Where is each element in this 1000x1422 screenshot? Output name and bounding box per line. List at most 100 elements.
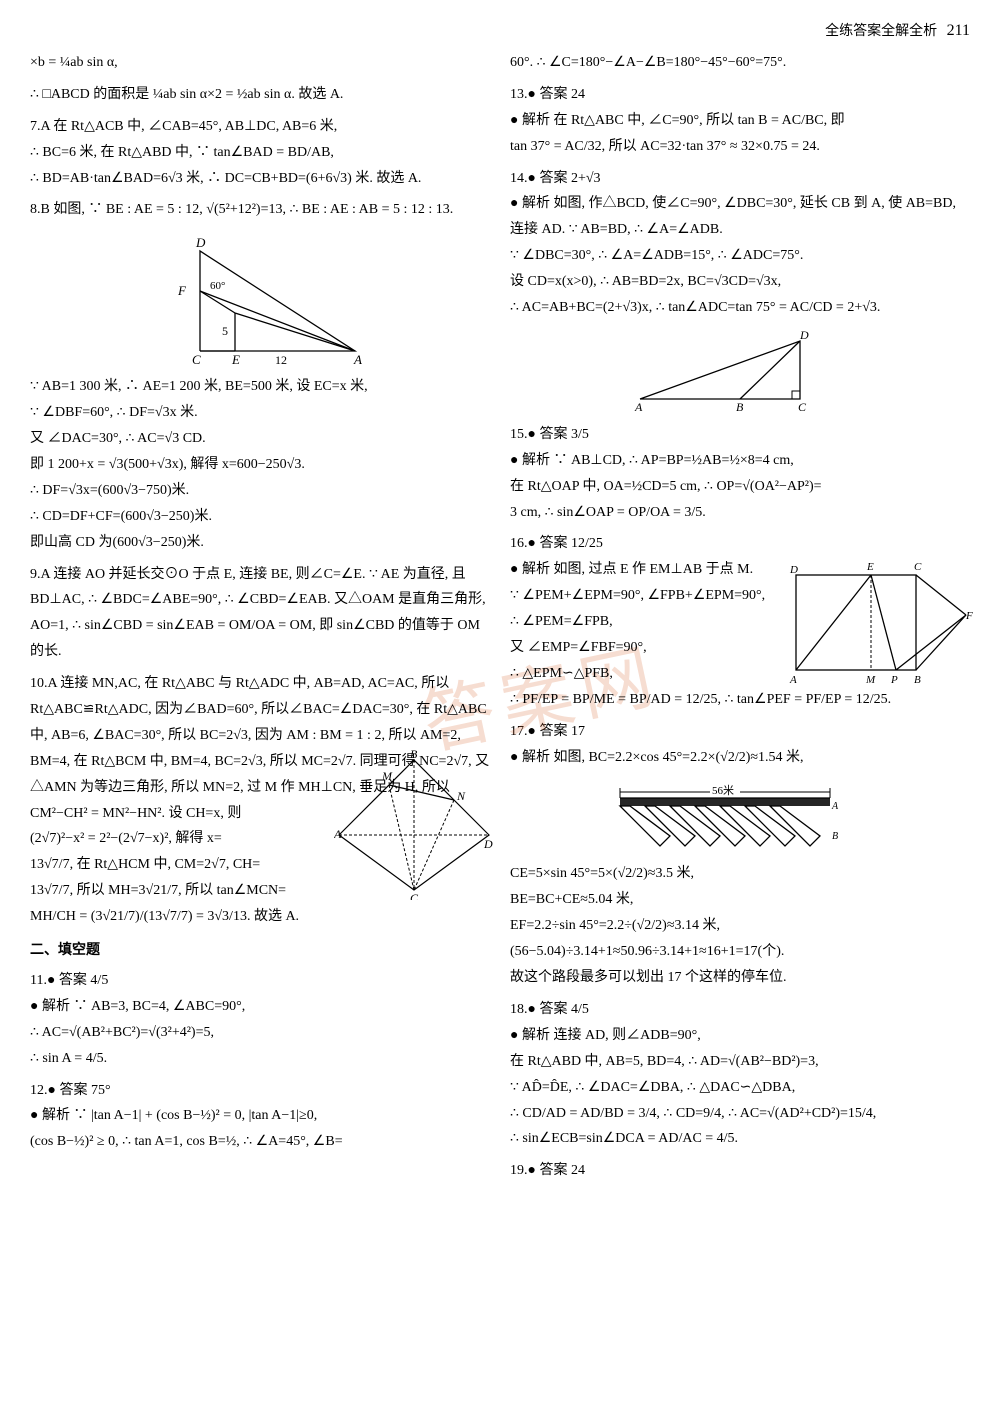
section-fill-blank: 二、填空题 [30, 938, 490, 964]
svg-text:E: E [231, 352, 240, 366]
question-10: 10.A 连接 MN,AC, 在 Rt△ABC 与 Rt△ADC 中, AB=A… [30, 671, 490, 930]
page-number: 211 [947, 22, 970, 39]
svg-text:A: A [334, 827, 342, 841]
svg-text:B: B [410, 750, 418, 761]
text-line: ∴ BC=6 米, 在 Rt△ABD 中, ∵ tan∠BAD = BD/AB, [30, 140, 490, 166]
question-16: 16.● 答案 12/25 ● 解析 如图, 过点 E 作 EM⊥AB 于点 M… [510, 531, 970, 712]
question-18: 18.● 答案 4/5 ● 解析 连接 AD, 则∠ADB=90°, 在 Rt△… [510, 997, 970, 1152]
text-line: 又 ∠DAC=30°, ∴ AC=√3 CD. [30, 426, 490, 452]
diagram-q14: A B C D [630, 329, 830, 414]
question-7: 7.A 在 Rt△ACB 中, ∠CAB=45°, AB⊥DC, AB=6 米,… [30, 114, 490, 192]
svg-text:N: N [456, 789, 466, 803]
answer-line: 19.● 答案 24 [510, 1158, 970, 1184]
text-line: ∴ AC=√(AB²+BC²)=√(3²+4²)=5, [30, 1020, 490, 1046]
question-19: 19.● 答案 24 [510, 1158, 970, 1184]
text-line: 即 1 200+x = √3(500+√3x), 解得 x=600−250√3. [30, 452, 490, 478]
page-header: 全练答案全解全析 211 [30, 20, 970, 40]
svg-text:D: D [483, 837, 493, 851]
text-line: ×b = ¼ab sin α, [30, 50, 490, 76]
text-line: ∴ CD/AD = AD/BD = 3/4, ∴ CD=9/4, ∴ AC=√(… [510, 1101, 970, 1127]
text-line: 故这个路段最多可以划出 17 个这样的停车位. [510, 965, 970, 991]
svg-text:60°: 60° [210, 280, 225, 292]
text-line: CE=5×sin 45°=5×(√2/2)≈3.5 米, [510, 861, 970, 887]
answer-line: 12.● 答案 75° [30, 1078, 490, 1104]
svg-text:12: 12 [275, 353, 287, 366]
text-line: ● 解析 连接 AD, 则∠ADB=90°, [510, 1023, 970, 1049]
svg-text:A: A [634, 400, 643, 414]
question-13: 13.● 答案 24 ● 解析 在 Rt△ABC 中, ∠C=90°, 所以 t… [510, 82, 970, 160]
text-line: 在 Rt△OAP 中, OA=½CD=5 cm, ∴ OP=√(OA²−AP²)… [510, 474, 970, 500]
content-columns: ×b = ¼ab sin α, ∴ □ABCD 的面积是 ¼ab sin α×2… [30, 50, 970, 1190]
svg-text:C: C [192, 352, 201, 366]
text-line: EF=2.2÷sin 45°=2.2÷(√2/2)≈3.14 米, [510, 913, 970, 939]
text-line: ● 解析 ∵ AB=3, BC=4, ∠ABC=90°, [30, 994, 490, 1020]
text-line: 即山高 CD 为(600√3−250)米. [30, 530, 490, 556]
left-column: ×b = ¼ab sin α, ∴ □ABCD 的面积是 ¼ab sin α×2… [30, 50, 490, 1190]
svg-text:F: F [177, 283, 187, 298]
text-line: ● 解析 ∵ AB⊥CD, ∴ AP=BP=½AB=½×8=4 cm, [510, 448, 970, 474]
text-line: ∵ ∠DBC=30°, ∴ ∠A=∠ADB=15°, ∴ ∠ADC=75°. [510, 243, 970, 269]
text-line: tan 37° = AC/32, 所以 AC=32·tan 37° ≈ 32×0… [510, 134, 970, 160]
svg-text:A: A [831, 801, 839, 812]
svg-text:D: D [195, 235, 206, 250]
svg-text:A: A [789, 674, 797, 686]
svg-text:B: B [736, 400, 744, 414]
svg-text:E: E [866, 561, 874, 573]
right-column: 60°. ∴ ∠C=180°−∠A−∠B=180°−45°−60°=75°. 1… [510, 50, 970, 1190]
answer-line: 13.● 答案 24 [510, 82, 970, 108]
diagram-q17: 56米 A B [610, 778, 840, 853]
svg-text:P: P [890, 674, 898, 686]
diagram-q10: M N B A C D [334, 750, 494, 900]
text-line: ∴ DF=√3x=(600√3−750)米. [30, 478, 490, 504]
text-line: ● 解析 在 Rt△ABC 中, ∠C=90°, 所以 tan B = AC/B… [510, 108, 970, 134]
svg-text:D: D [799, 329, 809, 342]
text-line: (56−5.04)÷3.14+1≈50.96÷3.14+1≈16+1=17(个)… [510, 939, 970, 965]
svg-text:56米: 56米 [712, 784, 734, 797]
answer-line: 17.● 答案 17 [510, 719, 970, 745]
text-line: ● 解析 如图, BC=2.2×cos 45°=2.2×(√2/2)≈1.54 … [510, 745, 970, 771]
svg-text:F: F [965, 610, 973, 622]
text-line: (cos B−½)² ≥ 0, ∴ tan A=1, cos B=½, ∴ ∠A… [30, 1129, 490, 1155]
text-line: ∴ □ABCD 的面积是 ¼ab sin α×2 = ½ab sin α. 故选… [30, 82, 490, 108]
header-title: 全练答案全解全析 [825, 24, 937, 39]
text-line: 13√7/7, 所以 MH=3√21/7, 所以 tan∠MCN= [30, 878, 330, 904]
text-line: 设 CD=x(x>0), ∴ AB=BD=2x, BC=√3CD=√3x, [510, 269, 970, 295]
svg-text:B: B [914, 674, 921, 686]
question-8: 8.B 如图, ∵ BE : AE = 5 : 12, √(5²+12²)=13… [30, 197, 490, 555]
svg-text:C: C [410, 891, 419, 900]
text-line: ∴ BD=AB·tan∠BAD=6√3 米, ∴ DC=CB+BD=(6+6√3… [30, 166, 490, 192]
text-line: MH/CH = (3√21/7)/(13√7/7) = 3√3/13. 故选 A… [30, 904, 490, 930]
question-9: 9.A 连接 AO 并延长交⊙O 于点 E, 连接 BE, 则∠C=∠E. ∵ … [30, 562, 490, 666]
question-12: 12.● 答案 75° ● 解析 ∵ |tan A−1| + (cos B−½)… [30, 1078, 490, 1156]
text-line: ∵ AB=1 300 米, ∴ AE=1 200 米, BE=500 米, 设 … [30, 374, 490, 400]
answer-line: 18.● 答案 4/5 [510, 997, 970, 1023]
question-15: 15.● 答案 3/5 ● 解析 ∵ AB⊥CD, ∴ AP=BP=½AB=½×… [510, 422, 970, 526]
svg-text:M: M [865, 674, 876, 686]
diagram-q16: D E C A M P B F [786, 555, 976, 695]
text-line: 13√7/7, 在 Rt△HCM 中, CM=2√7, CH= [30, 852, 330, 878]
text-line: ∵ AD̂=D̂E, ∴ ∠DAC=∠DBA, ∴ △DAC∽△DBA, [510, 1075, 970, 1101]
text-line: ∴ sin∠ECB=sin∠DCA = AD/AC = 4/5. [510, 1126, 970, 1152]
text-line: ∴ △EPM∽△PFB, [510, 661, 770, 687]
text-line: BE=BC+CE≈5.04 米, [510, 887, 970, 913]
svg-text:M: M [381, 769, 393, 783]
text-line: 7.A 在 Rt△ACB 中, ∠CAB=45°, AB⊥DC, AB=6 米, [30, 114, 490, 140]
svg-text:A: A [353, 352, 362, 366]
text-line: ∴ AC=AB+BC=(2+√3)x, ∴ tan∠ADC=tan 75° = … [510, 295, 970, 321]
text-line: 在 Rt△ABD 中, AB=5, BD=4, ∴ AD=√(AB²−BD²)=… [510, 1049, 970, 1075]
answer-line: 16.● 答案 12/25 [510, 531, 970, 557]
text-line: ● 解析 如图, 过点 E 作 EM⊥AB 于点 M. [510, 557, 770, 583]
text-line: ∴ CD=DF+CF=(600√3−250)米. [30, 504, 490, 530]
svg-text:C: C [798, 400, 807, 414]
text-line: 又 ∠EMP=∠FBF=90°, [510, 635, 770, 661]
text-line: ∵ ∠DBF=60°, ∴ DF=√3x 米. [30, 400, 490, 426]
text-line: ● 解析 ∵ |tan A−1| + (cos B−½)² = 0, |tan … [30, 1103, 490, 1129]
text-line: 60°. ∴ ∠C=180°−∠A−∠B=180°−45°−60°=75°. [510, 50, 970, 76]
text-line: ∴ ∠PEM=∠FPB, [510, 609, 770, 635]
text-line: ● 解析 如图, 作△BCD, 使∠C=90°, ∠DBC=30°, 延长 CB… [510, 191, 970, 243]
question-14: 14.● 答案 2+√3 ● 解析 如图, 作△BCD, 使∠C=90°, ∠D… [510, 166, 970, 414]
answer-line: 14.● 答案 2+√3 [510, 166, 970, 192]
svg-text:C: C [914, 561, 922, 573]
text-line: ∴ sin A = 4/5. [30, 1046, 490, 1072]
answer-line: 11.● 答案 4/5 [30, 968, 490, 994]
